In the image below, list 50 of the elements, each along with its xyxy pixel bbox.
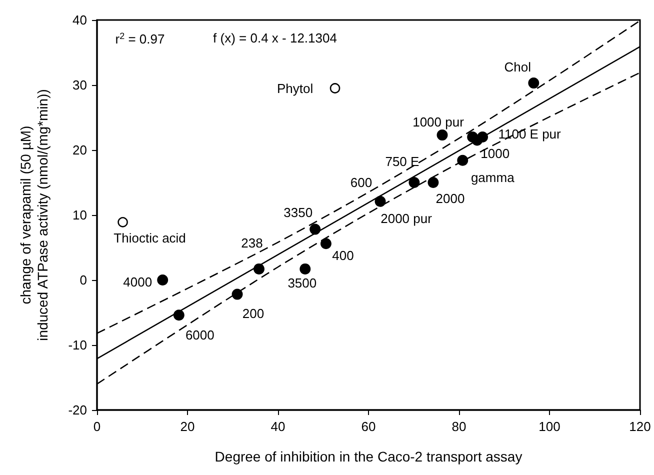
point [232, 288, 243, 300]
annotation: 3350 [284, 204, 313, 220]
annotation: 238 [241, 235, 263, 250]
annotation: Chol [504, 60, 532, 75]
y-tick-label: 10 [72, 208, 87, 222]
point [528, 78, 540, 89]
point [477, 132, 488, 142]
point [173, 310, 184, 321]
annotation: 600 [350, 174, 372, 190]
x-tick-label: 20 [180, 419, 195, 434]
y-tick-label: 0 [80, 272, 87, 288]
x-tick-label: 0 [93, 419, 101, 434]
annotation: 2000 [436, 191, 465, 206]
x-tick-label: 100 [538, 419, 560, 434]
annotation: 2000 pur [380, 210, 433, 226]
annotation: f (x) = 0.4 x - 12.1304 [213, 30, 337, 46]
annotation: 1000 [480, 146, 510, 161]
point [300, 263, 311, 274]
y-tick-label: 40 [72, 12, 87, 28]
x-tick-label: 80 [452, 419, 466, 434]
point [408, 177, 420, 188]
point [320, 238, 332, 250]
x-tick-label: 120 [629, 419, 651, 434]
annotation: 750 E [385, 154, 420, 169]
y-tick-label: 30 [72, 78, 87, 92]
point [118, 217, 128, 228]
point [374, 196, 386, 207]
y-tick-label: 20 [72, 142, 87, 158]
y-axis-title: change of verapamil (50 µM) induced ATPase activity (nmol/(mg*min)) [18, 89, 50, 341]
point [157, 274, 168, 286]
annotation: Phytol [276, 80, 314, 96]
annotation: 200 [242, 306, 264, 321]
x-axis-title: Degree of inhibition in the Caco-2 transport assay [214, 448, 522, 464]
annotation: 1000 pur [412, 114, 465, 130]
point [457, 154, 468, 166]
point [254, 263, 264, 274]
point [310, 224, 321, 235]
point [330, 83, 340, 94]
point [428, 177, 439, 188]
point [436, 130, 448, 141]
annotation: gamma [470, 170, 516, 185]
annotation: Thioctic acid [114, 230, 186, 246]
y-tick-label: -10 [68, 338, 87, 352]
annotation: 3500 [288, 275, 317, 290]
y-tick-label: -20 [68, 402, 87, 418]
annotation: 400 [332, 248, 354, 264]
x-tick-label: 60 [361, 419, 376, 434]
x-tick-label: 40 [270, 419, 286, 434]
annotation: 4000 [123, 274, 152, 290]
annotation: 6000 [185, 328, 214, 343]
